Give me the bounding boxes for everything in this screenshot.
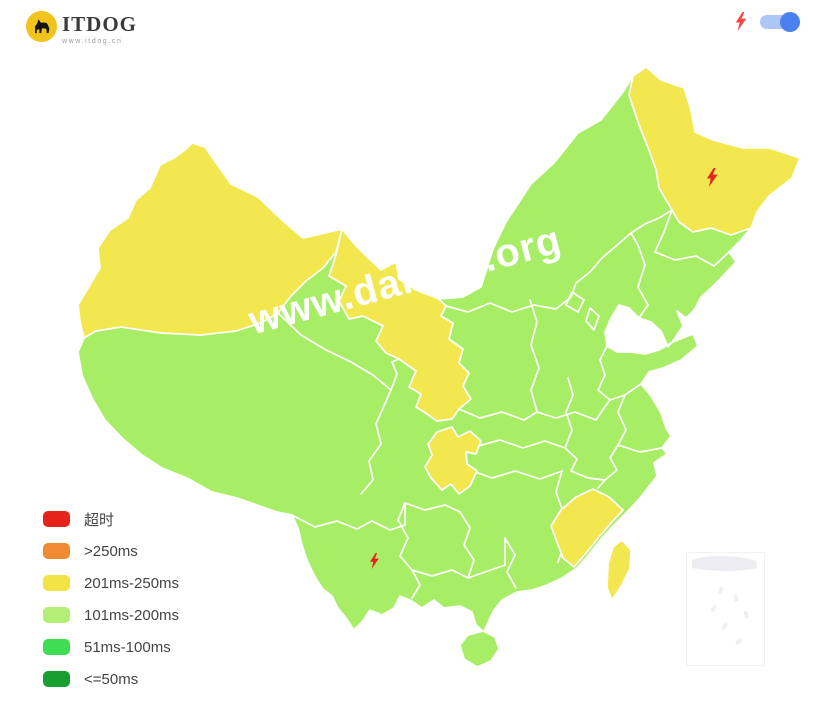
legend-label: <=50ms: [84, 670, 139, 688]
legend-label: 超时: [84, 511, 115, 529]
legend-label: >250ms: [84, 542, 138, 560]
legend-label: 101ms-200ms: [84, 606, 180, 624]
toggle-knob[interactable]: [780, 11, 800, 32]
province-hainan[interactable]: [459, 630, 500, 668]
legend-item-le50: <=50ms: [43, 663, 179, 695]
legend-item-gt250: >250ms: [43, 535, 179, 567]
timeout-marker-heilongjiang: [707, 168, 718, 187]
timeout-marker-yunnan: [370, 553, 379, 569]
legend-swatch: [43, 607, 70, 623]
south-china-sea-inset: [686, 552, 765, 666]
legend-label: 51ms-100ms: [84, 638, 171, 656]
latency-legend: 超时 >250ms 201ms-250ms 101ms-200ms 51ms-1…: [43, 503, 179, 695]
legend-swatch: [43, 511, 70, 527]
map-mode-toggle[interactable]: [760, 11, 800, 32]
legend-item-101-200: 101ms-200ms: [43, 599, 179, 631]
legend-swatch: [43, 671, 70, 687]
brand-subtitle: www.itdog.cn: [62, 38, 123, 45]
legend-item-timeout: 超时: [43, 503, 179, 535]
legend-swatch: [43, 639, 70, 655]
province-taiwan[interactable]: [606, 539, 632, 601]
province-gansu-ningxia-shaanxi[interactable]: [328, 228, 472, 422]
province-heilongjiang[interactable]: [628, 66, 801, 236]
legend-swatch: [43, 543, 70, 559]
province-fujian[interactable]: [550, 488, 624, 568]
legend-item-201-250: 201ms-250ms: [43, 567, 179, 599]
legend-swatch: [43, 575, 70, 591]
itdog-logo-dog-icon: [26, 11, 57, 42]
province-xinjiang[interactable]: [77, 142, 343, 339]
legend-item-51-100: 51ms-100ms: [43, 631, 179, 663]
legend-label: 201ms-250ms: [84, 574, 180, 592]
itdog-logo[interactable]: ITDOG www.itdog.cn: [26, 11, 137, 45]
lightning-icon: [735, 12, 747, 31]
province-borders: [277, 209, 730, 599]
top-controls: [735, 11, 800, 32]
brand-title: ITDOG: [62, 12, 138, 36]
province-chongqing[interactable]: [424, 426, 482, 495]
